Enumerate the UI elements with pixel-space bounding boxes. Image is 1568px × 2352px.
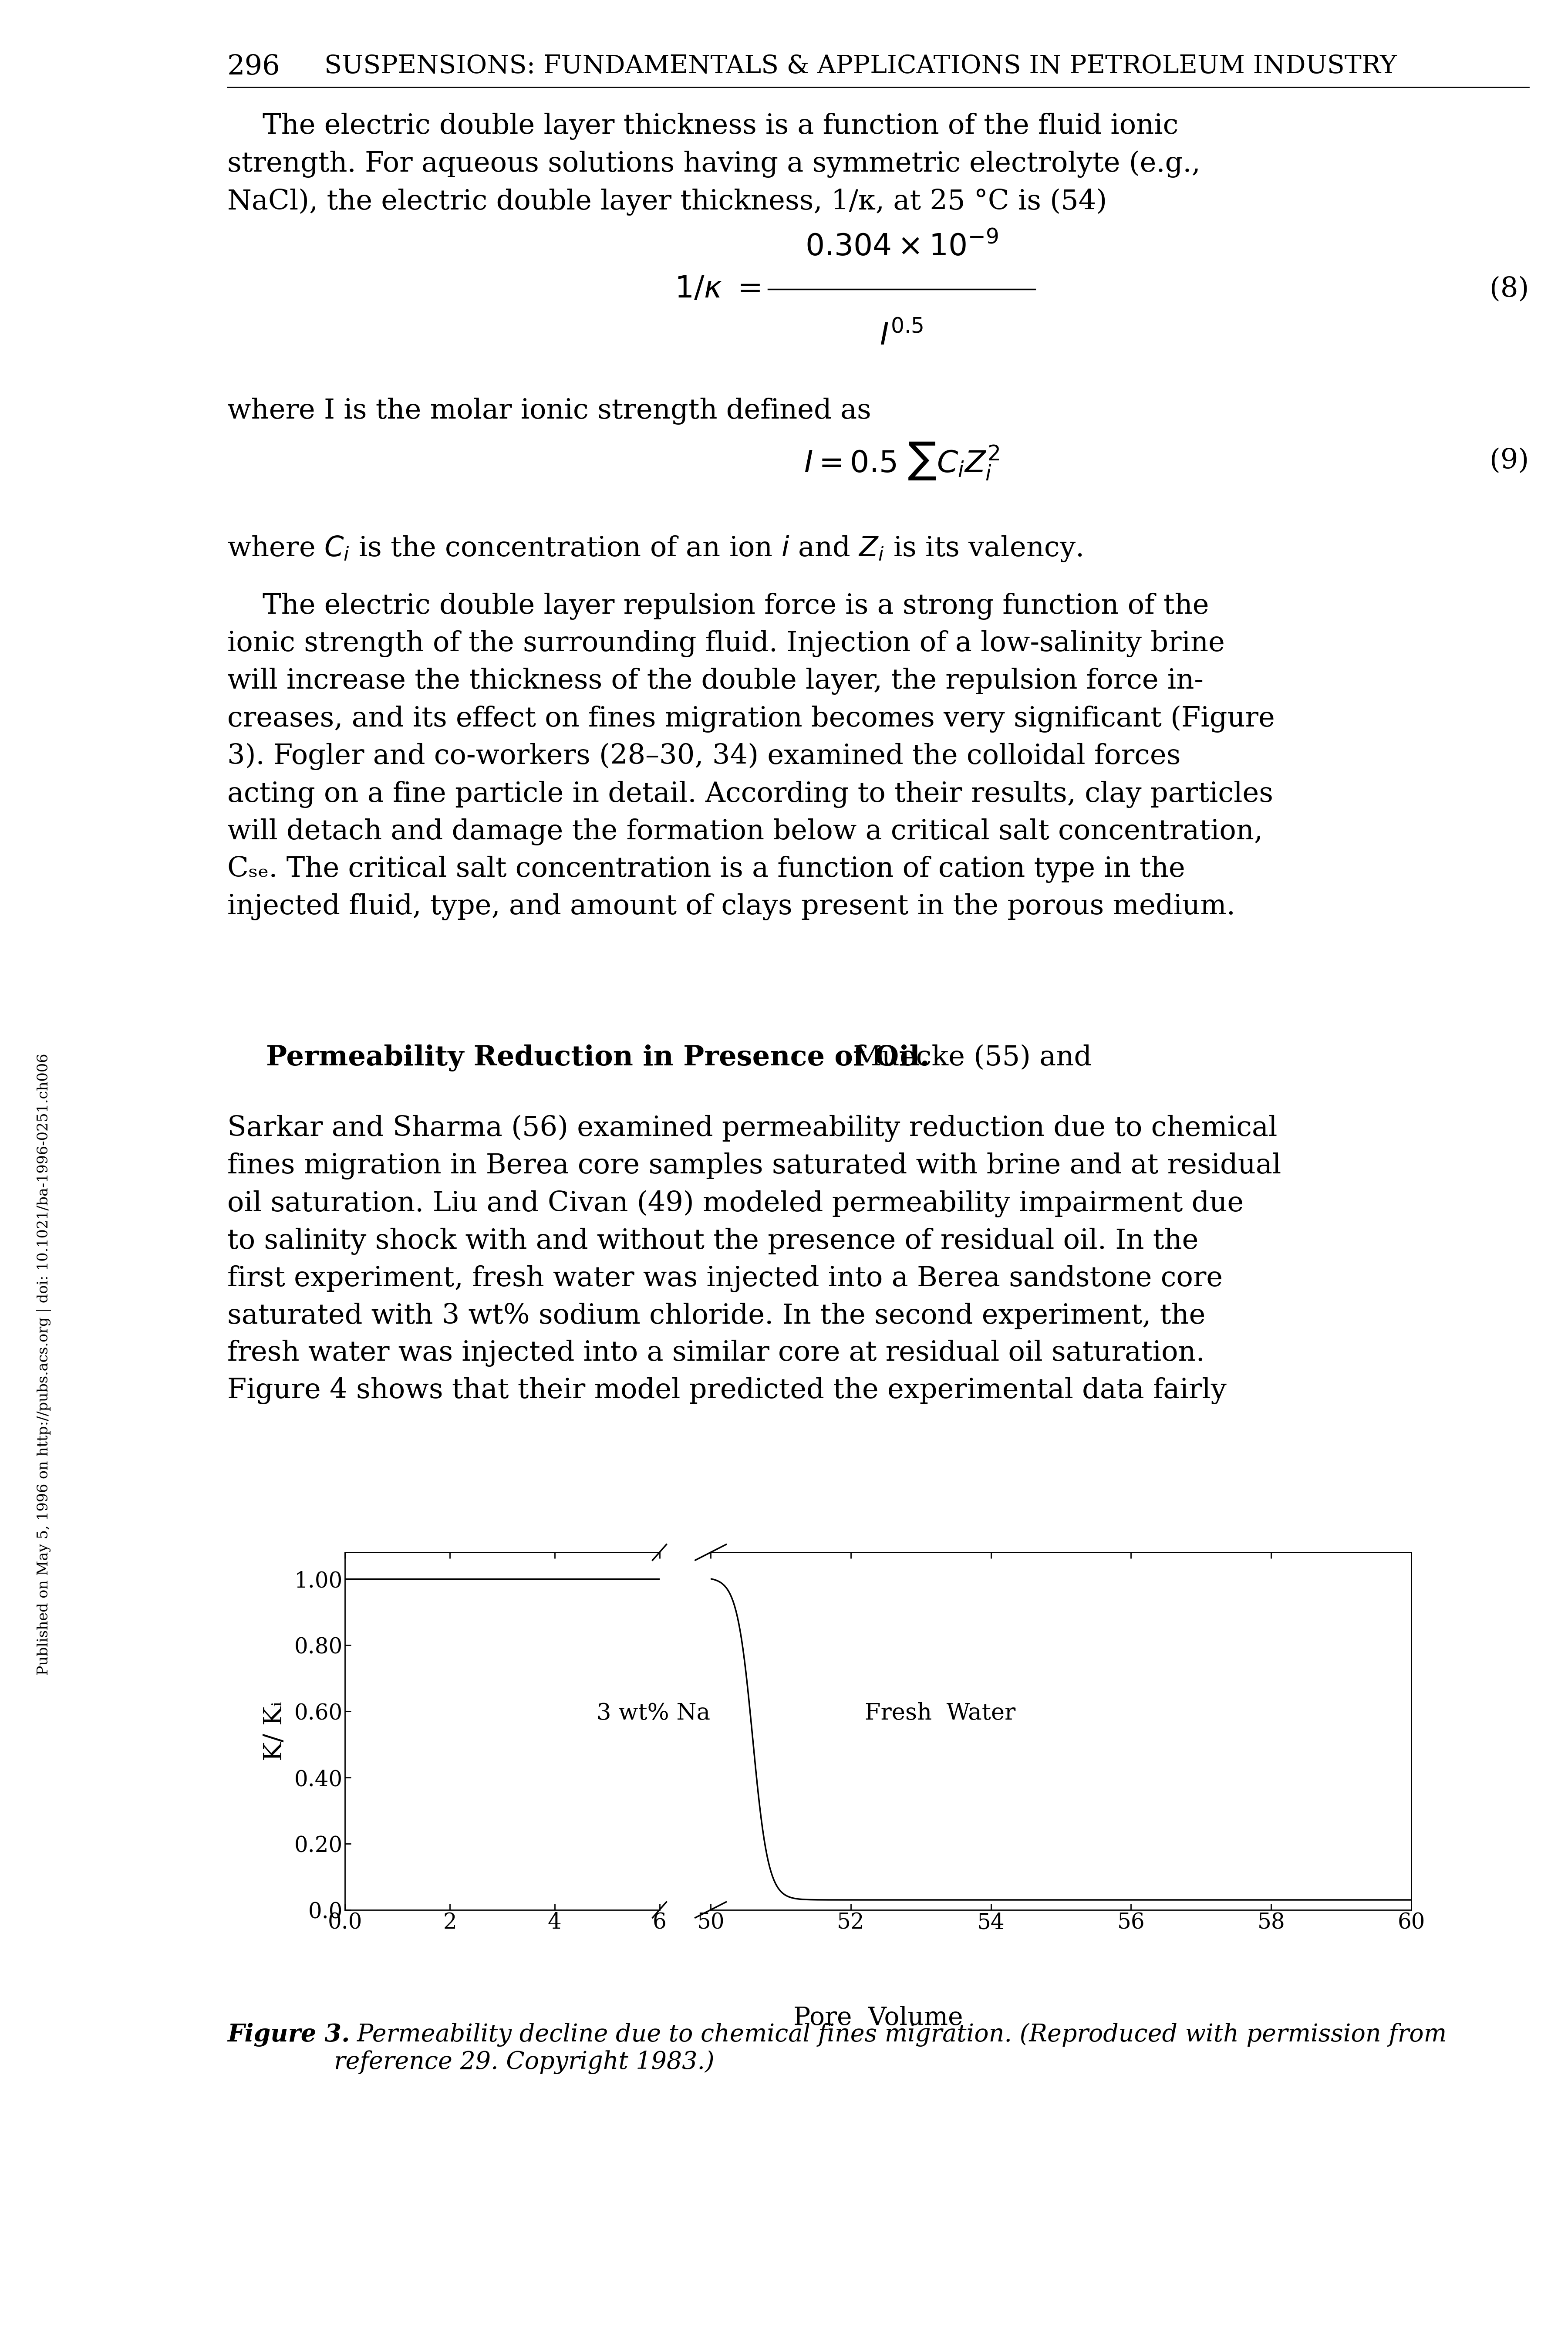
Text: $I = 0.5\ \sum C_i Z_i^2$: $I = 0.5\ \sum C_i Z_i^2$: [804, 440, 999, 482]
Text: $0.304 \times 10^{-9}$: $0.304 \times 10^{-9}$: [804, 233, 999, 261]
Text: Permeability Reduction in Presence of Oil.: Permeability Reduction in Presence of Oi…: [227, 1044, 930, 1070]
Text: $1/\kappa\ =$: $1/\kappa\ =$: [674, 275, 760, 303]
Text: (8): (8): [1490, 275, 1529, 303]
Text: Permeability decline due to chemical fines migration. (Reproduced with permissio: Permeability decline due to chemical fin…: [334, 2023, 1447, 2074]
Text: The electric double layer thickness is a function of the fluid ionic
strength. F: The electric double layer thickness is a…: [227, 113, 1201, 216]
Text: Fresh  Water: Fresh Water: [866, 1703, 1016, 1724]
Text: where $C_i$ is the concentration of an ion $i$ and $Z_i$ is its valency.: where $C_i$ is the concentration of an i…: [227, 534, 1082, 562]
Text: Published on May 5, 1996 on http://pubs.acs.org | doi: 10.1021/ba-1996-0251.ch00: Published on May 5, 1996 on http://pubs.…: [36, 1054, 52, 1675]
Y-axis label: K/ Kᵢ: K/ Kᵢ: [263, 1700, 287, 1762]
Text: Muecke (55) and: Muecke (55) and: [836, 1044, 1091, 1070]
Text: (9): (9): [1490, 447, 1529, 475]
Text: The electric double layer repulsion force is a strong function of the
ionic stre: The electric double layer repulsion forc…: [227, 593, 1275, 920]
Text: where I is the molar ionic strength defined as: where I is the molar ionic strength defi…: [227, 397, 872, 423]
Text: $I^{0.5}$: $I^{0.5}$: [880, 322, 924, 350]
Text: Sarkar and Sharma (56) examined permeability reduction due to chemical
fines mig: Sarkar and Sharma (56) examined permeabi…: [227, 1115, 1281, 1404]
Text: Figure 3.: Figure 3.: [227, 2023, 350, 2046]
Text: 3 wt% NaCl: 3 wt% NaCl: [596, 1703, 735, 1724]
Text: SUSPENSIONS: FUNDAMENTALS & APPLICATIONS IN PETROLEUM INDUSTRY: SUSPENSIONS: FUNDAMENTALS & APPLICATIONS…: [325, 54, 1397, 78]
Text: 296: 296: [227, 54, 281, 80]
Text: Pore  Volume: Pore Volume: [793, 2006, 963, 2030]
